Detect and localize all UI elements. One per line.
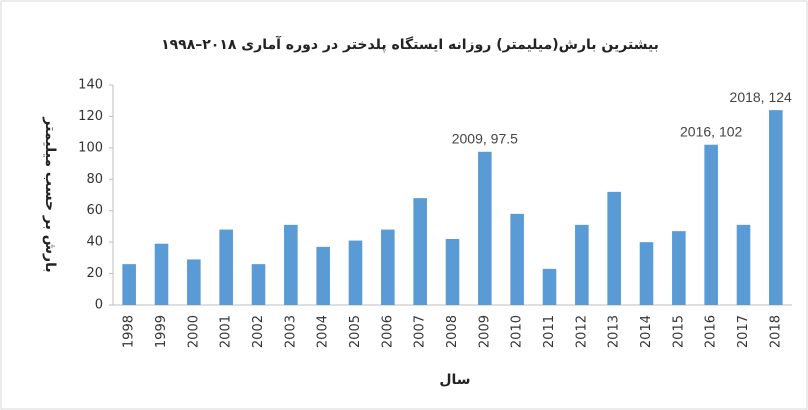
y-tick-label: 0 — [95, 298, 103, 313]
x-tick-label: 2015 — [671, 315, 686, 348]
bar — [736, 224, 751, 305]
bar — [284, 224, 298, 305]
data-label: 2018, 124 — [730, 89, 792, 105]
x-tick-label: 2016 — [704, 315, 719, 348]
bar — [639, 242, 654, 305]
y-axis-title: بارش بر حسب میلیمتر — [42, 116, 58, 272]
x-tick-label: 2001 — [219, 315, 234, 348]
bar — [607, 191, 621, 305]
x-tick-label: 2005 — [348, 315, 363, 348]
x-tick-label: 2010 — [510, 315, 525, 348]
x-tick-label: 2003 — [283, 315, 298, 348]
x-tick-label: 2000 — [186, 315, 201, 348]
bar — [381, 229, 395, 305]
bar — [219, 229, 233, 305]
bar — [316, 246, 330, 305]
bar — [704, 144, 718, 305]
x-tick-label: 2009 — [477, 315, 492, 348]
y-tick-label: 80 — [86, 172, 103, 187]
x-tick-label: 2013 — [607, 315, 622, 348]
x-tick-label: 2002 — [251, 315, 266, 348]
chart-title: بیشترین بارش(میلیمتر) روزانه ایستگاه پلد… — [161, 35, 659, 53]
data-label: 2016, 102 — [680, 123, 742, 139]
data-label: 2009, 97.5 — [452, 130, 518, 146]
bar — [154, 243, 169, 305]
bar — [478, 151, 492, 305]
bar — [575, 224, 589, 305]
x-tick-label: 2008 — [445, 315, 460, 348]
x-tick-label: 2017 — [736, 315, 751, 348]
bar — [187, 259, 201, 305]
x-tick-label: 2007 — [413, 315, 428, 348]
x-tick-label: 1999 — [154, 315, 169, 348]
x-tick-label: 2018 — [768, 315, 783, 348]
bar — [542, 268, 557, 305]
x-axis-title: سال — [439, 372, 470, 388]
y-tick-label: 60 — [86, 203, 103, 218]
x-tick-label: 2014 — [639, 315, 654, 348]
x-tick-label: 2012 — [574, 315, 589, 348]
x-tick-label: 2004 — [316, 315, 331, 348]
y-tick-label: 100 — [78, 140, 103, 155]
bar — [348, 240, 363, 305]
x-tick-label: 2011 — [542, 315, 557, 348]
y-tick-label: 40 — [86, 235, 103, 250]
bar — [445, 239, 460, 305]
bar — [413, 198, 427, 305]
bar — [251, 264, 266, 305]
x-tick-label: 2006 — [380, 315, 395, 348]
y-tick-label: 120 — [78, 109, 103, 124]
y-tick-label: 20 — [86, 266, 103, 281]
bar — [122, 264, 136, 305]
bar — [769, 110, 783, 306]
bar — [510, 213, 524, 305]
y-tick-label: 140 — [78, 78, 103, 93]
bar — [672, 231, 686, 305]
x-tick-label: 1998 — [122, 315, 137, 348]
